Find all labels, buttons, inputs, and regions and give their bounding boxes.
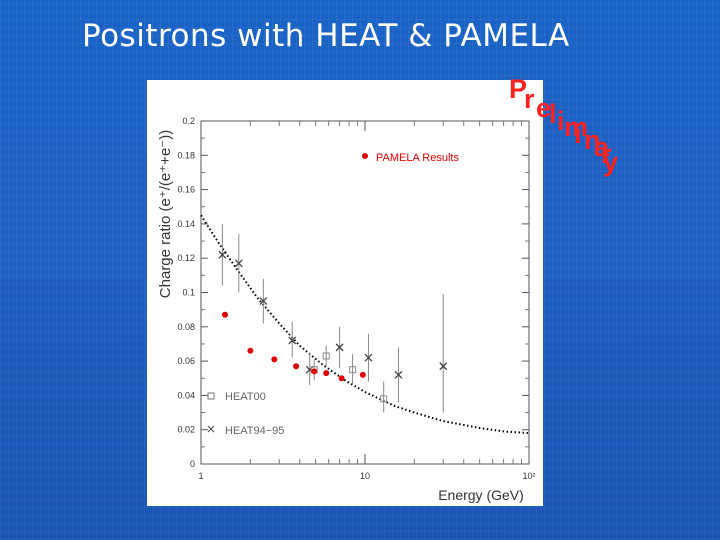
- heat00-point: [380, 395, 388, 403]
- cross-stroke: [207, 425, 215, 433]
- pamela-point: [293, 363, 300, 370]
- cross-stroke: [259, 297, 268, 306]
- legend-pamela-marker: [362, 153, 368, 159]
- heat9495-point: [439, 362, 448, 371]
- legend-heat9495-label: HEAT94−95: [225, 425, 284, 437]
- stamp-letter: l: [549, 99, 557, 129]
- x-axis-label: Energy (GeV): [438, 487, 524, 503]
- stamp-letter: a: [594, 132, 610, 162]
- y-tick-label: 0.2: [182, 116, 195, 126]
- pamela-point: [221, 311, 228, 318]
- heat9495-point: [335, 343, 344, 352]
- cross-stroke: [394, 370, 403, 379]
- x-tick-label: 10²: [522, 471, 535, 481]
- legend-heat9495-marker: [207, 425, 215, 433]
- heat9495-point: [364, 353, 373, 362]
- preliminary-stamp: Preliminary: [509, 74, 618, 177]
- model-curve: [200, 214, 530, 435]
- pamela-point: [338, 375, 345, 382]
- cross-stroke: [335, 343, 344, 352]
- y-axis-label: Charge ratio (e⁺/(e⁺+e⁻)): [157, 130, 174, 298]
- stamp-letter: i: [574, 119, 582, 149]
- y-tick-label: 0.08: [177, 322, 195, 332]
- y-tick-label: 0.14: [177, 219, 195, 229]
- slide-title: Positrons with HEAT & PAMELA: [82, 18, 570, 54]
- y-tick-label: 0: [190, 459, 195, 469]
- stamp-letter: n: [584, 125, 601, 155]
- y-tick-label: 0.1: [182, 288, 195, 298]
- legend-heat00-label: HEAT00: [225, 391, 266, 403]
- y-tick-label: 0.02: [177, 425, 195, 435]
- heat9495-point: [234, 259, 243, 268]
- stamp-letter: r: [524, 84, 535, 114]
- x-tick-label: 10: [360, 471, 370, 481]
- cross-stroke: [364, 353, 373, 362]
- axes: 0 0.02 0.04 0.06 0.08 0.1 0.12 0.14 0.16 0.18 0.2 1…: [177, 116, 535, 481]
- heat9495-point: [218, 250, 227, 259]
- stamp-letter: P: [509, 74, 527, 104]
- pamela-point: [247, 347, 254, 354]
- pamela-point: [311, 368, 318, 375]
- pamela-point: [323, 370, 330, 377]
- legend-heat00-marker: [207, 392, 215, 400]
- y-tick-label: 0.06: [177, 356, 195, 366]
- cross-stroke: [305, 365, 314, 374]
- cross-stroke: [439, 362, 448, 371]
- heat9495-point: [259, 297, 268, 306]
- heat00-point: [322, 352, 330, 360]
- y-tick-label: 0.18: [177, 150, 195, 160]
- y-tick-label: 0.04: [177, 390, 195, 400]
- stamp-letter: y: [603, 147, 618, 177]
- y-tick-label: 0.12: [177, 253, 195, 263]
- cross-stroke: [234, 259, 243, 268]
- plot-frame: [200, 120, 530, 465]
- legend-pamela-label: PAMELA Results: [376, 152, 459, 164]
- chart-panel: [147, 80, 543, 506]
- pamela-point: [359, 371, 366, 378]
- stamp-letter: m: [564, 112, 588, 142]
- cross-stroke: [218, 250, 227, 259]
- pamela-point: [271, 356, 278, 363]
- x-tick-label: 1: [198, 471, 203, 481]
- y-tick-label: 0.16: [177, 185, 195, 195]
- stamp-letter: e: [536, 93, 551, 123]
- stamp-letter: i: [557, 106, 565, 136]
- heat9495-point: [288, 336, 297, 345]
- heat00-point: [349, 366, 357, 374]
- heat9495-point: [394, 370, 403, 379]
- stamp-letter: r: [601, 139, 612, 169]
- cross-stroke: [288, 336, 297, 345]
